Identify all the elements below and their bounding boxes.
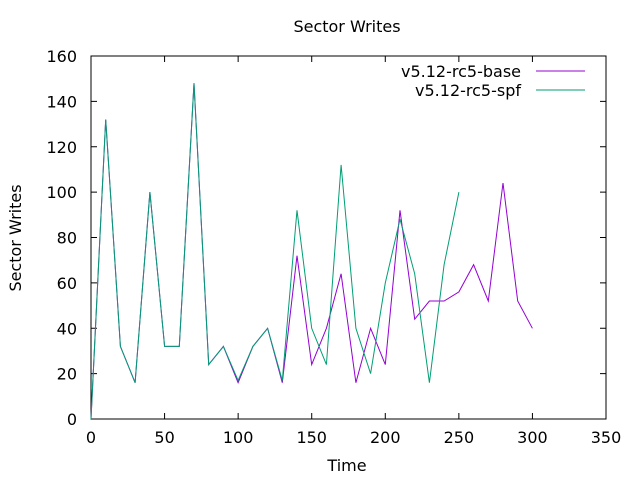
- x-tick-label: 300: [517, 428, 548, 447]
- y-tick-label: 120: [46, 138, 77, 157]
- series-layer: [90, 83, 533, 420]
- y-tick-label: 60: [57, 274, 77, 293]
- x-tick-label: 0: [86, 428, 96, 447]
- x-tick-label: 350: [591, 428, 622, 447]
- plot-frame: [90, 55, 607, 420]
- x-tick-label: 250: [444, 428, 475, 447]
- series-line-0: [90, 83, 533, 420]
- y-tick-label: 160: [46, 47, 77, 66]
- legend-label-1: v5.12-rc5-spf: [415, 81, 521, 100]
- x-tick-label: 150: [296, 428, 327, 447]
- y-tick-label: 20: [57, 365, 77, 384]
- x-tick-label: 100: [223, 428, 254, 447]
- legend-label-0: v5.12-rc5-base: [401, 62, 521, 81]
- axes: 0 50 100 150 200 250 300 350 0 20 40 60 80 100 120 140 1…: [46, 47, 621, 447]
- y-axis-label: Sector Writes: [6, 184, 25, 291]
- y-tick-label: 40: [57, 319, 77, 338]
- x-axis-label: Time: [326, 456, 366, 475]
- y-tick-label: 100: [46, 183, 77, 202]
- y-tick-label: 140: [46, 92, 77, 111]
- series-line-1: [90, 83, 460, 420]
- x-tick-label: 200: [370, 428, 401, 447]
- y-tick-label: 0: [67, 410, 77, 429]
- y-tick-label: 80: [57, 229, 77, 248]
- chart-title: Sector Writes: [293, 17, 400, 36]
- x-tick-label: 50: [154, 428, 174, 447]
